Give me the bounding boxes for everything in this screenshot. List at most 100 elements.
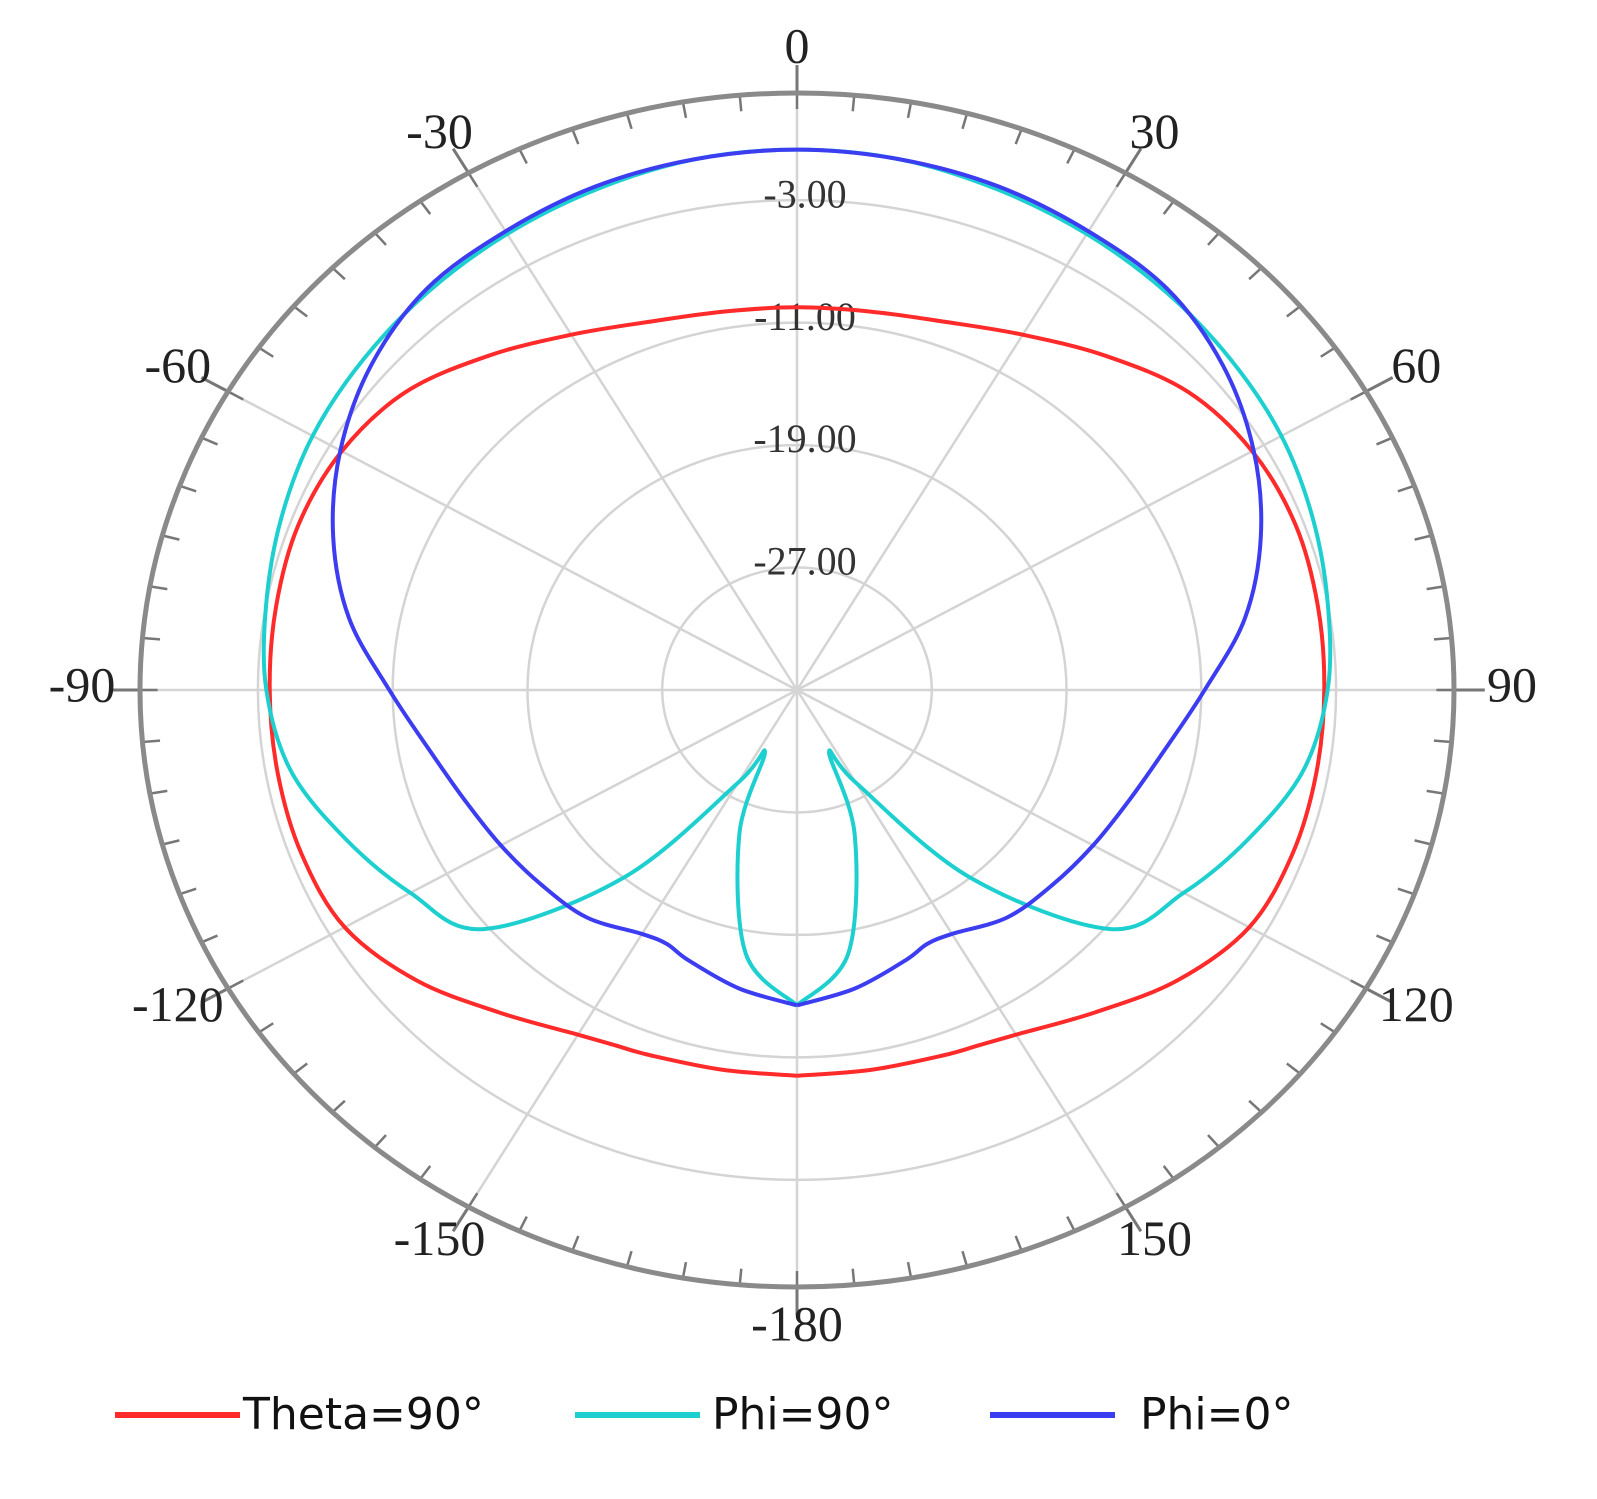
grid-spoke — [467, 172, 799, 691]
minor-tick — [419, 1165, 432, 1180]
minor-tick — [1414, 839, 1432, 846]
minor-tick — [227, 390, 244, 401]
minor-tick — [373, 1134, 387, 1149]
theta-tick-label: -30 — [406, 103, 473, 159]
minor-tick — [162, 534, 180, 541]
minor-tick — [149, 789, 168, 795]
theta-tick-label: -120 — [132, 976, 224, 1032]
minor-tick — [1066, 148, 1076, 165]
r-tick-label: -11.00 — [754, 294, 856, 339]
minor-tick — [571, 1235, 580, 1252]
minor-tick — [906, 1261, 913, 1279]
minor-tick — [1350, 979, 1367, 990]
minor-tick — [179, 887, 197, 896]
theta-tick-label: 0 — [785, 17, 810, 73]
minor-tick — [1115, 1192, 1127, 1208]
minor-tick — [1350, 390, 1367, 401]
minor-tick — [1162, 200, 1175, 215]
minor-tick — [1248, 1099, 1263, 1114]
minor-tick — [961, 112, 969, 130]
minor-tick — [1375, 436, 1393, 446]
minor-tick — [571, 128, 580, 145]
minor-tick — [738, 1268, 743, 1285]
minor-tick — [201, 436, 219, 446]
minor-tick — [331, 266, 346, 281]
minor-tick — [1433, 739, 1452, 744]
minor-tick — [906, 101, 913, 119]
legend-label: Phi=0° — [1140, 1389, 1294, 1440]
minor-tick — [179, 484, 197, 493]
minor-tick — [142, 636, 161, 641]
major-tick — [1365, 376, 1394, 393]
minor-tick — [227, 979, 244, 990]
major-tick — [451, 147, 470, 174]
minor-tick — [142, 739, 161, 744]
minor-tick — [625, 1250, 633, 1268]
minor-tick — [681, 101, 688, 119]
minor-tick — [331, 1099, 346, 1114]
minor-tick — [851, 95, 856, 112]
theta-tick-label: -150 — [394, 1210, 486, 1266]
major-tick — [200, 376, 229, 393]
minor-tick — [1426, 585, 1445, 591]
minor-tick — [851, 1268, 856, 1285]
minor-tick — [1414, 534, 1432, 541]
minor-tick — [1375, 934, 1393, 944]
theta-tick-label: 150 — [1117, 1210, 1192, 1266]
grid-spoke — [227, 390, 798, 692]
grid-spoke — [227, 688, 798, 990]
theta-tick-label: 30 — [1130, 103, 1180, 159]
minor-tick — [1207, 231, 1221, 246]
minor-tick — [1397, 484, 1415, 493]
minor-tick — [518, 1215, 528, 1232]
minor-tick — [1426, 789, 1445, 795]
minor-tick — [518, 148, 528, 165]
minor-tick — [467, 1192, 479, 1208]
minor-tick — [1433, 636, 1452, 641]
major-tick — [1124, 147, 1143, 174]
grid-spoke — [796, 390, 1367, 692]
minor-tick — [625, 112, 633, 130]
minor-tick — [1014, 128, 1023, 145]
grid-spoke — [795, 172, 1127, 691]
minor-tick — [467, 172, 479, 188]
minor-tick — [1320, 1022, 1336, 1034]
r-tick-label: -3.00 — [763, 171, 846, 216]
minor-tick — [738, 95, 743, 112]
minor-tick — [201, 934, 219, 944]
major-tick — [451, 1206, 470, 1233]
minor-tick — [961, 1250, 969, 1268]
minor-tick — [292, 305, 308, 318]
minor-tick — [419, 200, 432, 215]
minor-tick — [258, 1022, 274, 1034]
r-tick-label: -27.00 — [753, 539, 856, 584]
series-line — [330, 147, 1264, 1008]
theta-tick-label: -180 — [751, 1295, 843, 1351]
minor-tick — [162, 839, 180, 846]
legend-label: Theta=90° — [242, 1389, 484, 1440]
r-tick-label: -19.00 — [753, 416, 856, 461]
minor-tick — [1162, 1165, 1175, 1180]
minor-tick — [258, 346, 274, 358]
minor-tick — [681, 1261, 688, 1279]
major-tick — [1124, 1206, 1143, 1233]
minor-tick — [1286, 305, 1302, 318]
outer-ring — [137, 90, 1457, 1290]
theta-tick-label: -90 — [49, 656, 116, 712]
minor-tick — [1286, 1062, 1302, 1075]
minor-tick — [1115, 172, 1127, 188]
legend-label: Phi=90° — [712, 1389, 894, 1440]
theta-tick-label: 60 — [1391, 337, 1441, 393]
minor-tick — [292, 1062, 308, 1075]
minor-tick — [373, 231, 387, 246]
grid-spoke — [796, 688, 1367, 990]
major-tick — [1365, 987, 1394, 1004]
minor-tick — [1207, 1134, 1221, 1149]
major-tick — [200, 987, 229, 1004]
theta-tick-label: 120 — [1379, 976, 1454, 1032]
minor-tick — [1248, 266, 1263, 281]
minor-tick — [1014, 1235, 1023, 1252]
minor-tick — [1320, 346, 1336, 358]
